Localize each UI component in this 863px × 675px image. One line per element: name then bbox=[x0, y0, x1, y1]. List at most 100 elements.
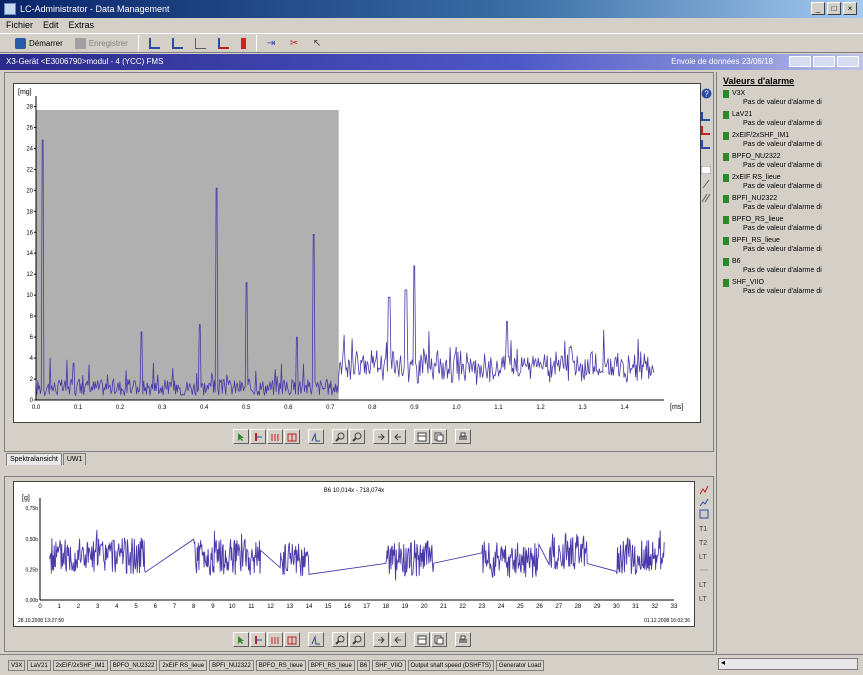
zoom-icon[interactable] bbox=[697, 507, 711, 520]
alarm-list-item[interactable]: B6 Pas de valeur d'alarme di bbox=[723, 257, 857, 275]
minimize-button[interactable]: _ bbox=[811, 2, 825, 15]
bar-chart-2-button[interactable] bbox=[167, 35, 188, 51]
t2-icon[interactable]: T2 bbox=[697, 535, 711, 548]
marker-left-icon[interactable] bbox=[250, 632, 266, 647]
expand-button[interactable]: ✂ bbox=[285, 35, 306, 51]
line-chart-button[interactable] bbox=[190, 35, 211, 51]
status-tab[interactable]: BPFO_RS_lieue bbox=[255, 659, 306, 671]
scroll-left-icon[interactable] bbox=[390, 429, 406, 444]
alarm-list-item[interactable]: LaV21 Pas de valeur d'alarme di bbox=[723, 110, 857, 128]
save-button[interactable]: Enregistrer bbox=[70, 35, 133, 51]
header-button-2[interactable] bbox=[813, 56, 835, 67]
bar-view-blue-icon[interactable] bbox=[699, 137, 713, 150]
double-slash-icon[interactable] bbox=[699, 191, 713, 204]
peak-icon[interactable] bbox=[308, 429, 324, 444]
alarm-list-item[interactable]: 2xEIF/2xSHF_IM1 Pas de valeur d'alarme di bbox=[723, 131, 857, 149]
spectrum-plot[interactable]: [mg] [ms] 0 2 4 6 8 10 12 14 16 18 20 22 24 26 28 0.0 0.1 0… bbox=[13, 83, 701, 423]
trend-plot[interactable]: B6 10,014x - 718,074x [g] 0,00b 0,25b 0,50b 0… bbox=[13, 481, 695, 627]
menu-extras[interactable]: Extras bbox=[68, 20, 95, 30]
trend-button[interactable] bbox=[213, 35, 234, 51]
y-tick-label: 14 bbox=[26, 251, 33, 257]
compress-icon: ⇥ bbox=[266, 37, 276, 49]
scroll-right-icon[interactable] bbox=[373, 429, 389, 444]
status-tab[interactable]: LaV21 bbox=[27, 659, 51, 671]
x-tick-label: 20 bbox=[421, 604, 428, 610]
status-tab[interactable]: B6 bbox=[356, 659, 371, 671]
alarm-list-item[interactable]: SHF_VIIO Pas de valeur d'alarme di bbox=[723, 278, 857, 296]
tab-uw1[interactable]: UW1 bbox=[62, 453, 87, 465]
frequency-icon[interactable] bbox=[699, 163, 713, 176]
alarm-list-item[interactable]: BPFO_RS_lieue Pas de valeur d'alarme di bbox=[723, 215, 857, 233]
header-button-3[interactable] bbox=[837, 56, 859, 67]
x-tick-label: 5 bbox=[134, 604, 138, 610]
bar-chart-button[interactable] bbox=[144, 35, 165, 51]
menu-fichier[interactable]: Fichier bbox=[6, 20, 34, 30]
alarm-item-description: Pas de valeur d'alarme di bbox=[743, 183, 822, 190]
scroll-left-icon[interactable] bbox=[390, 632, 406, 647]
alarm-list-item[interactable]: BPFI_RS_lieue Pas de valeur d'alarme di bbox=[723, 236, 857, 254]
end-timestamp: 01.12.2008 16:02:36 bbox=[644, 618, 690, 624]
zoom-out-icon[interactable] bbox=[349, 429, 365, 444]
svg-text:LT: LT bbox=[699, 596, 707, 603]
scroll-left-arrow-icon[interactable]: ◂ bbox=[721, 658, 726, 667]
zoom-in-icon[interactable] bbox=[332, 632, 348, 647]
peak-icon[interactable] bbox=[308, 632, 324, 647]
lt2-icon[interactable]: LT bbox=[697, 577, 711, 590]
cursor-icon: ↖ bbox=[312, 37, 322, 49]
zoom-in-icon[interactable] bbox=[332, 429, 348, 444]
status-tab[interactable]: BPFI_NU2322 bbox=[209, 659, 254, 671]
alarm-panel-title: Valeurs d'alarme bbox=[723, 76, 795, 86]
maximize-button[interactable]: □ bbox=[827, 2, 841, 15]
marker-sideband-icon[interactable] bbox=[284, 429, 300, 444]
cursor-tool-icon[interactable] bbox=[233, 429, 249, 444]
status-tab[interactable]: BPFO_NU2322 bbox=[109, 659, 158, 671]
trend-chart: B6 10,014x - 718,074x [g] 0,00b 0,25b 0,50b 0… bbox=[18, 488, 690, 624]
marker-left-icon[interactable] bbox=[250, 429, 266, 444]
print-icon[interactable] bbox=[455, 429, 471, 444]
marker-harmonic-icon[interactable] bbox=[267, 632, 283, 647]
menu-edit[interactable]: Edit bbox=[43, 20, 59, 30]
help-icon[interactable]: ? bbox=[699, 87, 713, 100]
marker-sideband-icon[interactable] bbox=[284, 632, 300, 647]
copy-icon[interactable] bbox=[431, 429, 447, 444]
alarm-button[interactable] bbox=[236, 35, 251, 51]
trend-chart-2-icon[interactable] bbox=[697, 495, 711, 508]
header-button-1[interactable] bbox=[789, 56, 811, 67]
status-tab[interactable]: 2xEIF RS_lieue bbox=[159, 659, 208, 671]
t1-icon[interactable]: T1 bbox=[697, 521, 711, 534]
x-tick-label: 25 bbox=[517, 604, 524, 610]
status-tab[interactable]: BPFI_RS_lieue bbox=[307, 659, 355, 671]
scroll-right-icon[interactable] bbox=[373, 632, 389, 647]
lt3-icon[interactable]: LT bbox=[697, 591, 711, 604]
table-view-icon[interactable] bbox=[414, 632, 430, 647]
status-tab[interactable]: 2xEIF/2xSHF_IM1 bbox=[52, 659, 108, 671]
horizontal-scrollbar[interactable]: ◂ bbox=[718, 658, 858, 670]
print-icon[interactable] bbox=[455, 632, 471, 647]
status-tab[interactable]: Output shaft speed (DSHFTS) bbox=[407, 659, 494, 671]
alarm-list-item[interactable]: BPFI_NU2322 Pas de valeur d'alarme di bbox=[723, 194, 857, 212]
marker-harmonic-icon[interactable] bbox=[267, 429, 283, 444]
compress-button[interactable]: ⇥ bbox=[262, 35, 283, 51]
start-button[interactable]: Démarrer bbox=[10, 35, 68, 51]
alarm-list-item[interactable]: 2xEIF RS_lieue Pas de valeur d'alarme di bbox=[723, 173, 857, 191]
alarm-list-item[interactable]: BPFO_NU2322 Pas de valeur d'alarme di bbox=[723, 152, 857, 170]
y-tick-label: 6 bbox=[30, 335, 34, 341]
bar-view-icon[interactable] bbox=[699, 109, 713, 122]
tab-spektralansicht[interactable]: Spektralansicht bbox=[6, 453, 62, 465]
table-view-icon[interactable] bbox=[414, 429, 430, 444]
status-tab[interactable]: Generator Load bbox=[495, 659, 544, 671]
close-button[interactable]: × bbox=[843, 2, 857, 15]
status-tab[interactable]: SHF_VIIO bbox=[372, 659, 406, 671]
status-tab[interactable]: V3X bbox=[8, 659, 26, 671]
copy-icon[interactable] bbox=[431, 632, 447, 647]
cursor-tool-icon[interactable] bbox=[233, 632, 249, 647]
zoom-out-icon[interactable] bbox=[349, 632, 365, 647]
grid-icon[interactable] bbox=[697, 563, 711, 576]
trend-chart-icon[interactable] bbox=[697, 483, 711, 496]
document-header-buttons bbox=[789, 56, 859, 67]
cursor-button[interactable]: ↖ bbox=[308, 35, 329, 51]
slash-icon[interactable] bbox=[699, 177, 713, 190]
alarm-list-item[interactable]: V3X Pas de valeur d'alarme di bbox=[723, 89, 857, 107]
bar-view-red-icon[interactable] bbox=[699, 123, 713, 136]
lt-icon[interactable]: LT bbox=[697, 549, 711, 562]
